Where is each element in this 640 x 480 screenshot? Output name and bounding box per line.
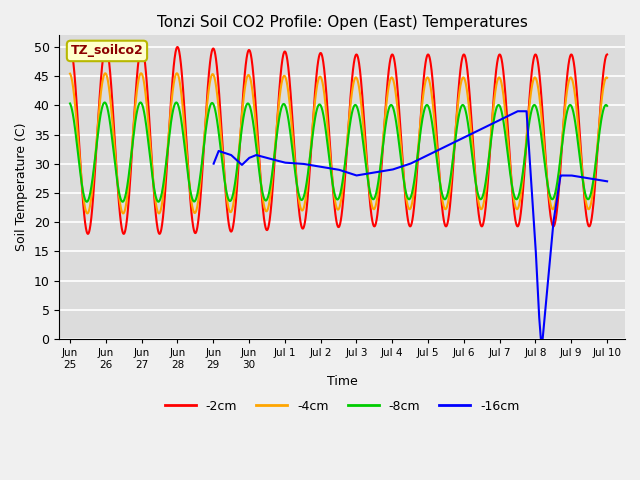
X-axis label: Time: Time (327, 375, 358, 388)
Title: Tonzi Soil CO2 Profile: Open (East) Temperatures: Tonzi Soil CO2 Profile: Open (East) Temp… (157, 15, 527, 30)
Legend: -2cm, -4cm, -8cm, -16cm: -2cm, -4cm, -8cm, -16cm (159, 395, 525, 418)
Y-axis label: Soil Temperature (C): Soil Temperature (C) (15, 123, 28, 252)
Text: TZ_soilco2: TZ_soilco2 (70, 45, 143, 58)
